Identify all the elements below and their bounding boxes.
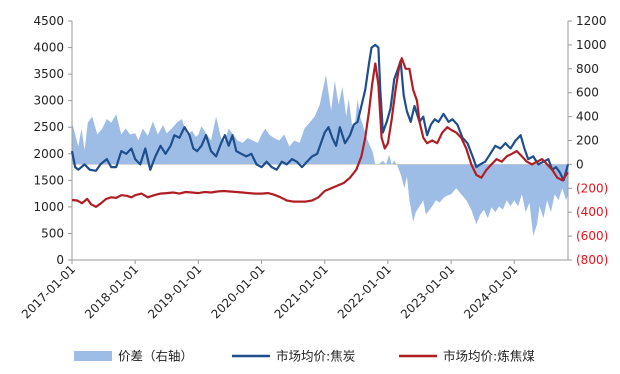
x-tick-label: 2022-01-01 (335, 262, 394, 321)
left-tick-label: 2000 (33, 147, 64, 161)
coking-coal-price-line (71, 57, 569, 208)
coke-price-line (70, 43, 570, 182)
left-tick-label: 500 (41, 226, 64, 240)
spread-area (72, 74, 568, 237)
x-tick-label: 2019-01-01 (145, 262, 204, 321)
price-lines-layer (70, 43, 570, 208)
spread-area-layer (72, 74, 568, 237)
right-tick-label: 400 (576, 110, 599, 124)
right-tick-label: 600 (576, 86, 599, 100)
left-tick-label: 4500 (33, 14, 64, 28)
left-tick-label: 3500 (33, 67, 64, 81)
right-tick-label: (200) (576, 181, 608, 195)
x-tick-label: 2023-01-01 (398, 262, 457, 321)
legend-coking-coal-label: 市场均价:炼焦煤 (443, 349, 535, 364)
right-tick-label: (400) (576, 205, 608, 219)
left-tick-label: 4000 (33, 41, 64, 55)
axes-layer (68, 20, 572, 264)
x-tick-label: 2024-01-01 (461, 262, 520, 321)
left-tick-label: 0 (56, 253, 64, 267)
right-tick-label: 200 (576, 134, 599, 148)
right-tick-label: 1000 (576, 38, 607, 52)
left-tick-label: 1500 (33, 173, 64, 187)
legend-spread-swatch (74, 351, 112, 361)
left-tick-label: 3000 (33, 94, 64, 108)
x-tick-label: 2018-01-01 (82, 262, 141, 321)
legend-coke-label: 市场均价:焦炭 (276, 349, 355, 364)
left-tick-label: 2500 (33, 120, 64, 134)
right-tick-label: (600) (576, 229, 608, 243)
right-tick-label: 800 (576, 62, 599, 76)
x-tick-label: 2021-01-01 (272, 262, 331, 321)
left-tick-label: 1000 (33, 200, 64, 214)
right-tick-label: 0 (576, 157, 584, 171)
legend-spread-label: 价差（右轴） (118, 349, 193, 364)
right-tick-label: (800) (576, 253, 608, 267)
x-tick-label: 2020-01-01 (208, 262, 267, 321)
x-tick-label: 2017-01-01 (19, 262, 78, 321)
legend: 价差（右轴） 市场均价:焦炭 市场均价:炼焦煤 (74, 349, 535, 364)
right-tick-label: 1200 (576, 14, 607, 28)
